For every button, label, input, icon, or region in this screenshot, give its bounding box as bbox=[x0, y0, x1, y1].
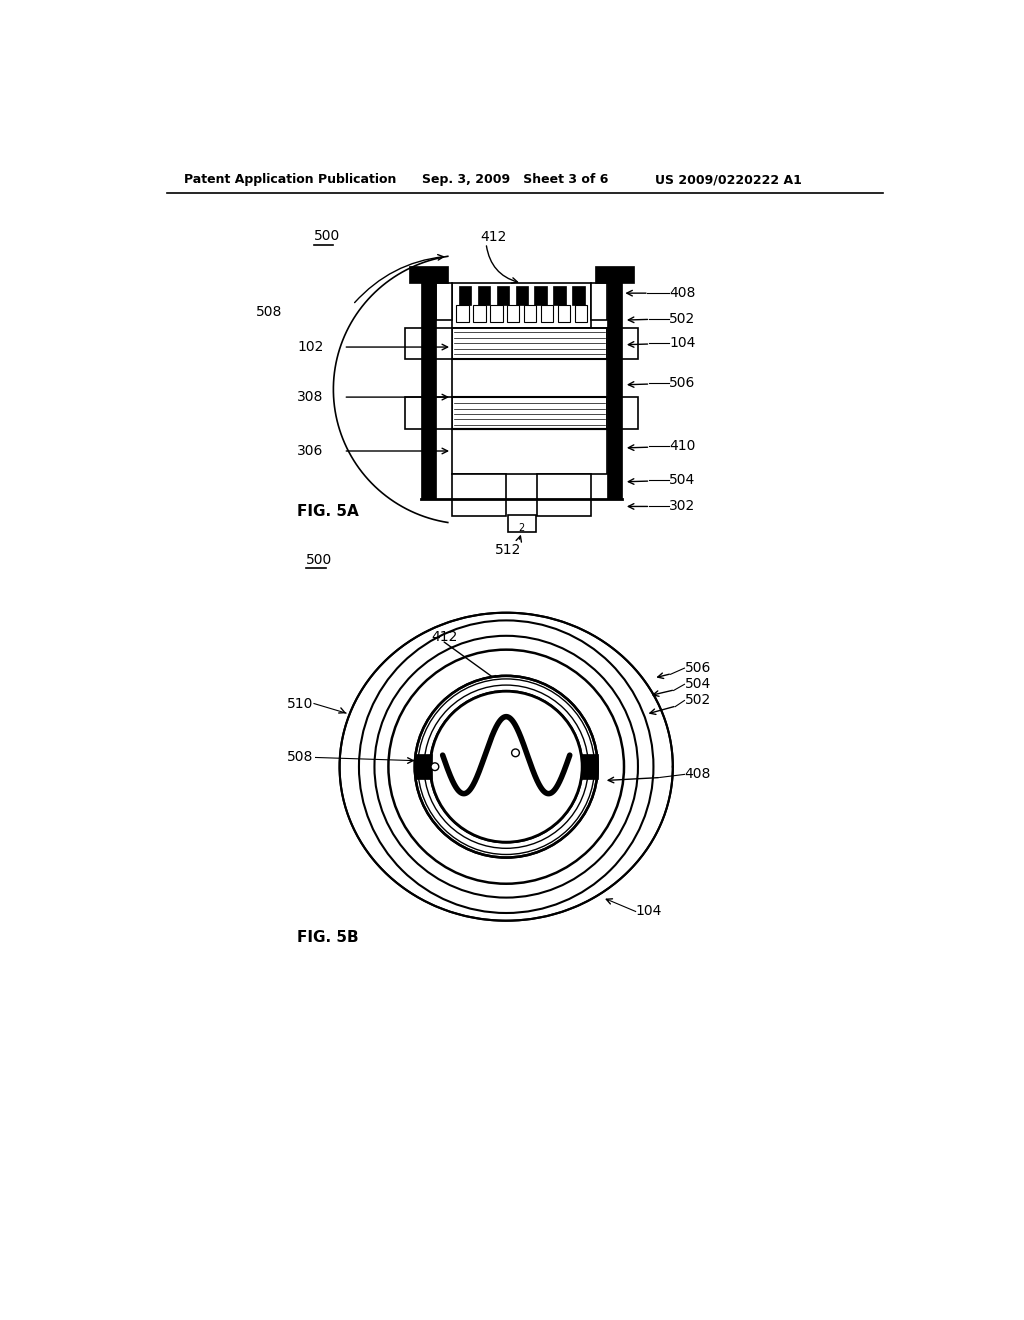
Circle shape bbox=[430, 692, 583, 842]
Text: 510: 510 bbox=[287, 697, 313, 710]
Circle shape bbox=[415, 676, 598, 858]
Text: 2: 2 bbox=[518, 523, 525, 533]
Text: 508: 508 bbox=[256, 305, 283, 319]
Bar bbox=[507, 305, 519, 322]
Text: FIG. 5B: FIG. 5B bbox=[297, 931, 358, 945]
Bar bbox=[452, 327, 607, 359]
Bar bbox=[558, 305, 570, 322]
Bar bbox=[415, 755, 432, 779]
Bar bbox=[497, 286, 509, 305]
Bar bbox=[452, 284, 592, 327]
Bar bbox=[572, 286, 585, 305]
Text: 412: 412 bbox=[480, 230, 507, 244]
Bar bbox=[452, 359, 607, 397]
Text: 104: 104 bbox=[669, 337, 695, 350]
Text: FIG. 5A: FIG. 5A bbox=[297, 503, 358, 519]
Bar bbox=[515, 286, 528, 305]
Bar bbox=[452, 474, 506, 516]
Bar bbox=[538, 474, 592, 516]
Bar bbox=[436, 284, 452, 321]
Bar bbox=[595, 267, 634, 284]
Text: 302: 302 bbox=[669, 499, 695, 513]
Bar bbox=[592, 284, 607, 321]
Text: 102: 102 bbox=[297, 341, 324, 354]
Bar bbox=[524, 305, 537, 322]
Text: 104: 104 bbox=[636, 904, 662, 919]
Bar bbox=[457, 305, 469, 322]
Text: 512: 512 bbox=[495, 544, 521, 557]
Text: 508: 508 bbox=[287, 751, 313, 764]
Text: 500: 500 bbox=[314, 230, 340, 243]
Text: 506: 506 bbox=[669, 376, 695, 391]
Text: 502: 502 bbox=[684, 693, 711, 708]
Bar bbox=[473, 305, 485, 322]
Text: 412: 412 bbox=[432, 631, 458, 644]
Bar bbox=[452, 429, 607, 474]
Text: Sep. 3, 2009   Sheet 3 of 6: Sep. 3, 2009 Sheet 3 of 6 bbox=[423, 173, 609, 186]
Bar bbox=[554, 286, 566, 305]
Bar bbox=[452, 397, 607, 429]
Text: 308: 308 bbox=[297, 391, 324, 404]
Bar bbox=[490, 305, 503, 322]
Text: 504: 504 bbox=[669, 474, 695, 487]
Text: 506: 506 bbox=[684, 661, 711, 675]
Bar bbox=[607, 271, 623, 499]
Bar bbox=[607, 327, 638, 359]
Bar bbox=[410, 267, 449, 284]
Bar bbox=[535, 286, 547, 305]
Bar bbox=[541, 305, 553, 322]
Circle shape bbox=[431, 763, 438, 771]
Ellipse shape bbox=[340, 612, 673, 921]
Bar bbox=[574, 305, 587, 322]
Circle shape bbox=[512, 748, 519, 756]
Circle shape bbox=[430, 692, 583, 842]
Text: 306: 306 bbox=[297, 444, 324, 458]
Bar bbox=[581, 755, 598, 779]
Text: 504: 504 bbox=[684, 677, 711, 692]
Text: 410: 410 bbox=[669, 440, 695, 453]
Bar bbox=[508, 515, 536, 532]
Bar bbox=[607, 397, 638, 429]
Bar bbox=[421, 271, 436, 499]
Text: US 2009/0220222 A1: US 2009/0220222 A1 bbox=[655, 173, 802, 186]
Bar bbox=[477, 286, 489, 305]
Text: Patent Application Publication: Patent Application Publication bbox=[183, 173, 396, 186]
Bar bbox=[459, 286, 471, 305]
Text: 408: 408 bbox=[669, 286, 695, 300]
Text: 408: 408 bbox=[684, 767, 711, 781]
Bar bbox=[406, 327, 452, 359]
Bar bbox=[406, 397, 452, 429]
Text: 502: 502 bbox=[669, 312, 695, 326]
Text: 500: 500 bbox=[306, 553, 333, 566]
